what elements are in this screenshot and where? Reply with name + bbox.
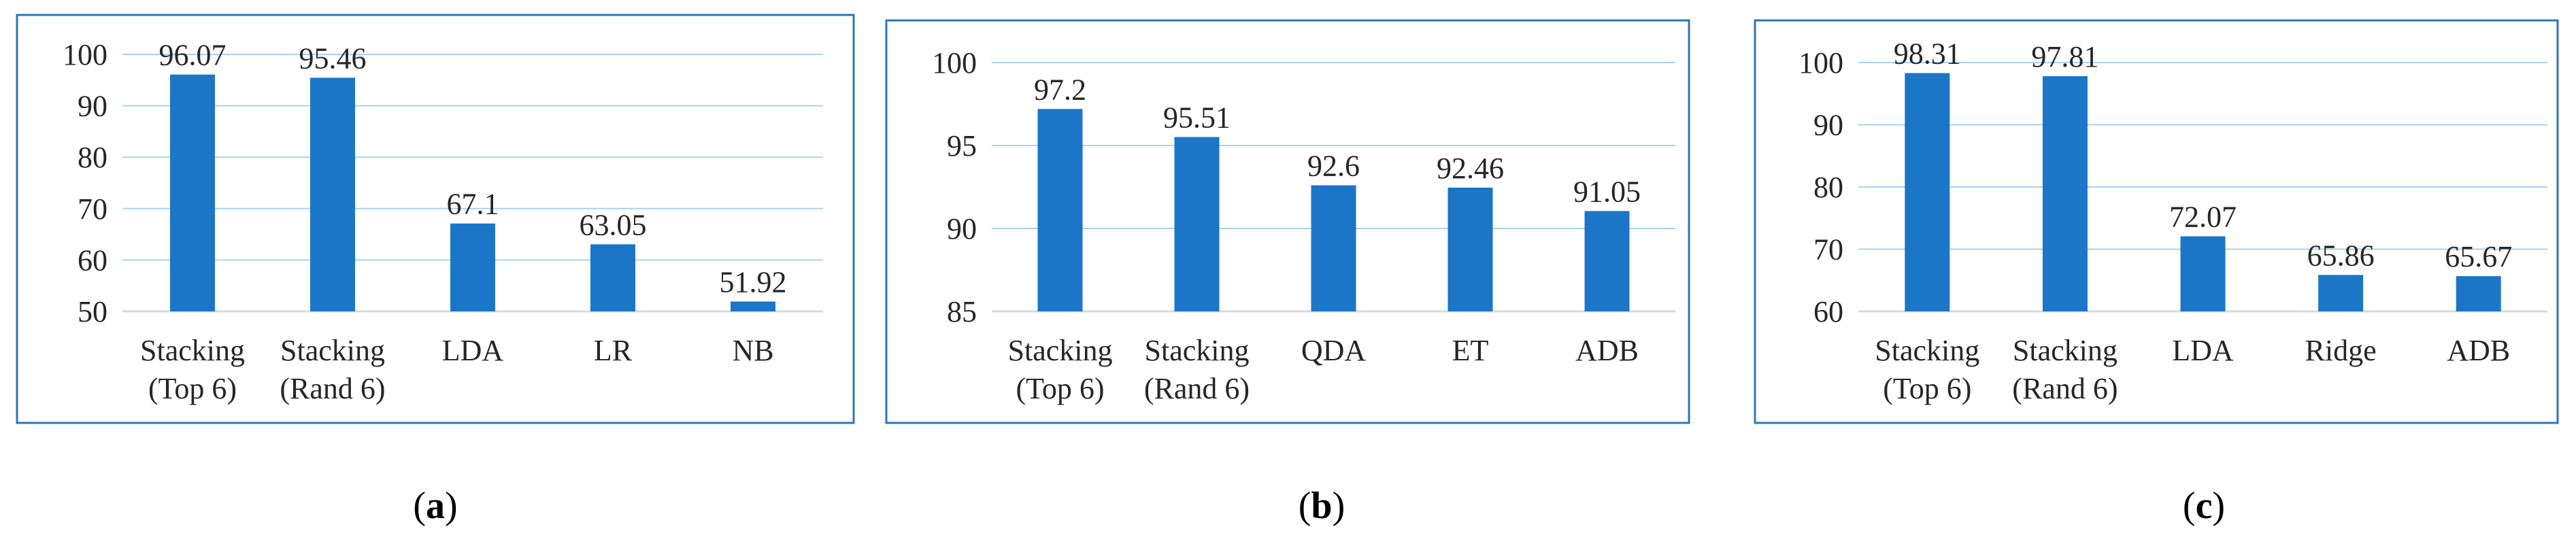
- x-tick-label: LDA: [442, 334, 504, 367]
- data-label: 72.07: [2169, 201, 2237, 234]
- x-tick-label: ADB: [1575, 334, 1639, 367]
- data-label: 97.2: [1034, 73, 1086, 106]
- x-tick-label: LDA: [2172, 334, 2234, 367]
- bar: [1311, 185, 1356, 311]
- bar: [170, 74, 215, 311]
- x-tick-label: Ridge: [2305, 334, 2377, 367]
- data-label: 65.67: [2445, 240, 2512, 273]
- data-label: 92.6: [1307, 150, 1360, 183]
- data-label: 97.81: [2031, 40, 2098, 73]
- bar: [2456, 276, 2501, 311]
- chart-frame: [885, 19, 1690, 424]
- data-label: 51.92: [720, 265, 787, 298]
- x-tick-label: LR: [594, 334, 633, 367]
- chart-panel-b: 85 90 95 100 97.2 Stacking (Top 6) 95.51 Stackin…: [885, 19, 1690, 424]
- bar: [1174, 137, 1220, 311]
- y-tick-label: 60: [1813, 295, 1843, 328]
- data-label: 67.1: [447, 188, 499, 221]
- y-tick-label: 100: [63, 38, 107, 71]
- chart-panel-a: 50 60 70 80 90 100 96.07 Stacking (Top 6) 95.46 St…: [16, 14, 855, 424]
- y-tick-label: 90: [947, 212, 977, 245]
- y-tick-label: 60: [78, 243, 107, 277]
- y-tick-label: 70: [1813, 233, 1843, 267]
- data-label: 63.05: [580, 208, 647, 241]
- chart-panel-c: 60 70 80 90 100 98.31 Stacking (Top 6) 97.81 Stac…: [1754, 19, 2559, 424]
- chart-frame: [16, 14, 855, 424]
- data-label: 96.07: [159, 39, 227, 72]
- bar: [2042, 76, 2088, 311]
- bar: [2318, 275, 2364, 311]
- y-tick-label: 90: [1813, 109, 1843, 142]
- y-tick-label: 85: [947, 295, 977, 328]
- x-tick-label: Stacking (Top 6): [140, 334, 245, 405]
- y-tick-label: 80: [1813, 171, 1843, 204]
- bar: [590, 244, 635, 311]
- bar: [450, 223, 495, 311]
- bar: [731, 301, 775, 311]
- x-tick-label: NB: [732, 334, 773, 367]
- data-label: 65.86: [2307, 239, 2375, 272]
- bar: [310, 78, 355, 312]
- panel-caption: (a): [413, 485, 457, 527]
- x-tick-label: Stacking (Rand 6): [280, 334, 385, 405]
- data-label: 98.31: [1894, 37, 1961, 70]
- x-tick-label: QDA: [1301, 334, 1367, 367]
- x-tick-label: ET: [1452, 334, 1489, 367]
- bar: [1448, 187, 1493, 311]
- bar: [1037, 109, 1083, 311]
- y-tick-label: 90: [78, 90, 107, 123]
- y-tick-label: 50: [78, 295, 107, 328]
- y-tick-label: 100: [1799, 46, 1843, 80]
- y-tick-label: 95: [947, 129, 977, 162]
- bar: [2180, 236, 2226, 311]
- x-tick-label: Stacking (Top 6): [1008, 334, 1113, 405]
- x-tick-label: Stacking (Rand 6): [2012, 334, 2118, 405]
- bar: [1584, 211, 1630, 311]
- data-label: 95.46: [299, 41, 367, 75]
- y-tick-label: 80: [78, 141, 107, 174]
- x-tick-label: Stacking (Rand 6): [1144, 334, 1250, 405]
- data-label: 91.05: [1573, 175, 1641, 208]
- bar: [1905, 73, 1950, 311]
- chart-frame: [1754, 19, 2559, 424]
- data-label: 95.51: [1163, 101, 1231, 135]
- panel-caption: (b): [1299, 485, 1345, 527]
- x-tick-label: Stacking (Top 6): [1875, 334, 1979, 405]
- x-tick-label: ADB: [2447, 334, 2510, 367]
- y-tick-label: 100: [932, 46, 977, 80]
- panel-caption: (c): [2183, 485, 2225, 527]
- data-label: 92.46: [1437, 152, 1504, 185]
- y-tick-label: 70: [78, 192, 107, 226]
